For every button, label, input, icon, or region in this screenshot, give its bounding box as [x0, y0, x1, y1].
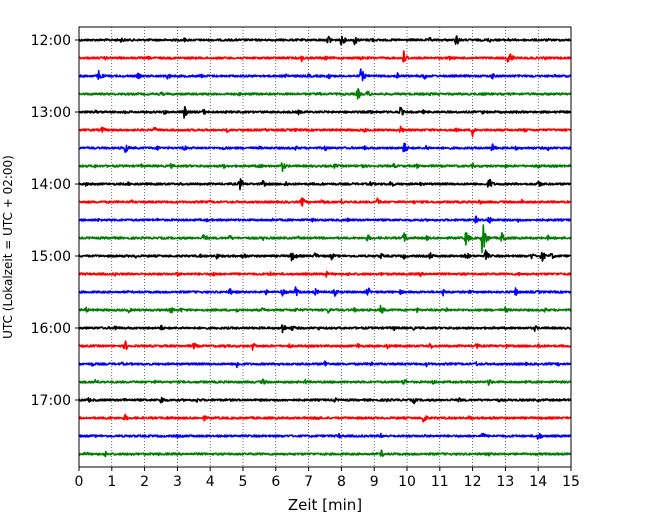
- x-tick-label: 14: [529, 474, 547, 490]
- trace-1615: [78, 340, 572, 351]
- trace-1345: [78, 162, 572, 172]
- x-tick-label: 4: [206, 474, 215, 490]
- y-axis-ticks: 12:00 13:00 14:00 15:00 16:00 17:00: [31, 33, 79, 409]
- trace-1245: [78, 88, 572, 100]
- plot-frame: [78, 26, 572, 468]
- y-tick-label: 15:00: [31, 249, 71, 265]
- trace-1715: [78, 413, 572, 423]
- trace-1415: [78, 197, 572, 207]
- y-tick-label: 16:00: [31, 321, 71, 337]
- trace-1200: [78, 35, 572, 46]
- x-tick-label: 1: [107, 474, 116, 490]
- trace-1515: [78, 270, 572, 278]
- trace-1530: [78, 286, 572, 297]
- trace-1745: [78, 449, 572, 458]
- grid-lines: [111, 27, 539, 467]
- trace-1230: [78, 68, 572, 82]
- trace-1430: [78, 215, 572, 224]
- x-tick-label: 15: [562, 474, 580, 490]
- trace-1700: [78, 396, 572, 405]
- x-tick-label: 12: [464, 474, 482, 490]
- x-tick-label: 10: [398, 474, 416, 490]
- trace-group: [78, 35, 572, 458]
- x-tick-label: 13: [496, 474, 514, 490]
- trace-1445: [78, 224, 572, 254]
- x-tick-label: 6: [271, 474, 280, 490]
- x-tick-label: 3: [173, 474, 182, 490]
- x-tick-label: 2: [140, 474, 149, 490]
- trace-1315: [78, 125, 572, 138]
- y-tick-label: 12:00: [31, 33, 71, 49]
- trace-1630: [78, 360, 572, 369]
- x-axis-label: Zeit [min]: [288, 496, 362, 514]
- x-tick-label: 0: [75, 474, 84, 490]
- x-axis-ticks: 0 1 2 3 4 5 6 7 8 9 10 11 12 13 14 15: [75, 467, 580, 490]
- trace-1330: [78, 142, 572, 153]
- trace-1400: [78, 178, 572, 191]
- x-tick-label: 9: [370, 474, 379, 490]
- y-tick-label: 13:00: [31, 105, 71, 121]
- trace-1600: [78, 324, 572, 334]
- trace-1215: [78, 50, 572, 63]
- y-axis-label: UTC (Lokalzeit = UTC + 02:00): [1, 155, 15, 339]
- trace-1545: [78, 304, 572, 314]
- trace-1300: [78, 105, 572, 119]
- x-tick-label: 11: [431, 474, 449, 490]
- y-tick-label: 17:00: [31, 393, 71, 409]
- x-tick-label: 7: [304, 474, 313, 490]
- x-tick-label: 8: [337, 474, 346, 490]
- trace-1645: [78, 378, 572, 386]
- trace-1500: [78, 249, 572, 262]
- x-tick-label: 5: [239, 474, 248, 490]
- y-tick-label: 14:00: [31, 177, 71, 193]
- trace-1730: [78, 432, 572, 440]
